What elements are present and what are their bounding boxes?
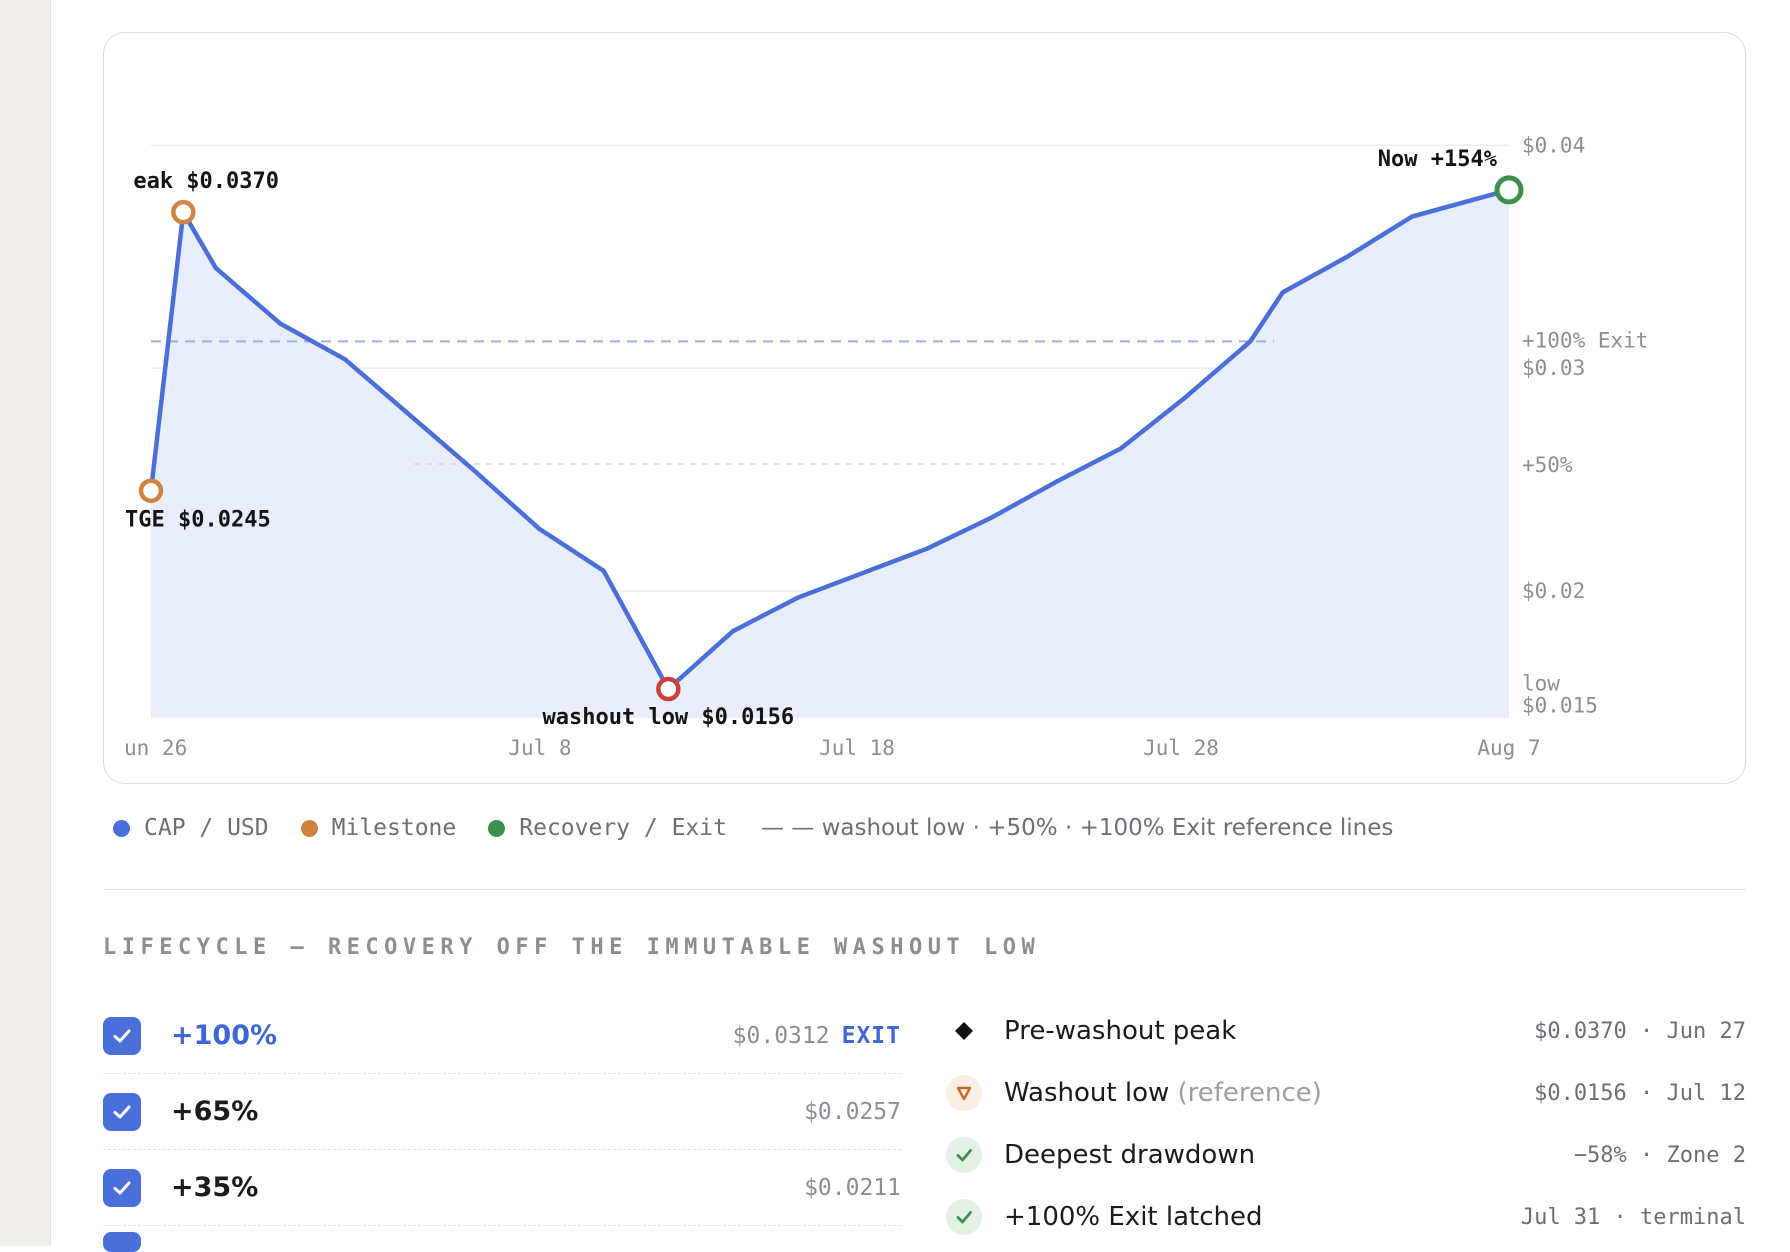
- legend-swatch: [113, 819, 130, 837]
- legend-label: CAP / USD: [144, 815, 269, 841]
- checkmark-icon: [113, 1029, 131, 1042]
- tier-row-65: +65% $0.0257: [103, 1074, 901, 1150]
- event-deepest-drawdown: Deepest drawdown −58% · Zone 2: [946, 1124, 1746, 1186]
- tier-checkbox[interactable]: [103, 1168, 141, 1207]
- y-tick-label: $0.03: [1522, 356, 1585, 380]
- annotation-label: washout low $0.0156: [542, 705, 794, 730]
- event-title: Deepest drawdown: [1004, 1140, 1256, 1170]
- reference-line-label: +100% Exit: [1522, 328, 1648, 352]
- lifecycle-events: Pre-washout peak $0.0370 · Jun 27 Washou…: [946, 1000, 1746, 1248]
- event-washout-low: Washout low (reference) $0.0156 · Jul 12: [946, 1062, 1746, 1124]
- x-tick-label: Jul 8: [508, 736, 571, 760]
- reference-line-label: +50%: [1522, 453, 1573, 477]
- tier-percent: +35%: [171, 1172, 259, 1203]
- event-meta: −58% · Zone 2: [1573, 1142, 1746, 1168]
- tier-checkbox-partial[interactable]: [103, 1232, 141, 1252]
- left-rail: [0, 0, 51, 1246]
- annotation-label: TGE $0.0245: [125, 508, 271, 533]
- tier-list: +100% $0.0312 EXIT +65% $0.0257 +35% $0.…: [103, 998, 901, 1226]
- x-tick-label: Jul 18: [819, 736, 895, 760]
- series-area: [151, 189, 1509, 718]
- chart-legend: CAP / USD Milestone Recovery / Exit — — …: [113, 812, 1393, 844]
- annotation-label: Now +154%: [1378, 147, 1498, 172]
- checkmark-icon: [113, 1181, 131, 1194]
- marker-low: [656, 676, 681, 702]
- tier-row-100: +100% $0.0312 EXIT: [103, 998, 901, 1074]
- y-tick-label: $0.04: [1522, 133, 1585, 157]
- marker-exit: [1494, 175, 1524, 205]
- check-icon: [946, 1137, 982, 1173]
- event-title-text: Washout low: [1004, 1078, 1170, 1108]
- tier-checkbox[interactable]: [103, 1092, 141, 1131]
- legend-label: Milestone: [331, 815, 457, 841]
- event-meta: $0.0370 · Jun 27: [1534, 1018, 1746, 1044]
- event-meta: Jul 31 · terminal: [1520, 1204, 1746, 1230]
- y-tick-label: $0.02: [1522, 579, 1585, 603]
- x-tick-label: Jul 28: [1143, 736, 1219, 760]
- check-icon: [946, 1199, 982, 1235]
- legend-item-cap-usd: CAP / USD: [113, 815, 269, 841]
- section-divider: [103, 889, 1746, 890]
- lifecycle-title: LIFECYCLE — RECOVERY OFF THE IMMUTABLE W…: [103, 935, 1041, 960]
- legend-reference-note: — — washout low · +50% · +100% Exit refe…: [760, 815, 1394, 841]
- diamond-icon: [946, 1013, 982, 1049]
- event-title: Pre-washout peak: [1004, 1016, 1237, 1046]
- event-note: (reference): [1177, 1078, 1322, 1108]
- exit-tag: EXIT: [841, 1022, 901, 1049]
- event-title: Washout low (reference): [1004, 1078, 1322, 1108]
- triangle-down-icon: [946, 1075, 982, 1111]
- annotation-label: eak $0.0370: [133, 169, 279, 194]
- y-tick-label-prefix: low: [1522, 671, 1560, 695]
- tier-price: $0.0312: [732, 1022, 830, 1049]
- checkmark-icon: [113, 1105, 131, 1118]
- tier-price: $0.0211: [804, 1174, 901, 1201]
- tier-percent: +100%: [171, 1020, 278, 1051]
- x-tick-label: Aug 7: [1477, 736, 1540, 760]
- legend-label: Recovery / Exit: [519, 815, 727, 841]
- legend-swatch: [488, 819, 506, 837]
- event-meta: $0.0156 · Jul 12: [1534, 1080, 1746, 1106]
- legend-item-recovery-exit: Recovery / Exit: [488, 815, 727, 841]
- event-title: +100% Exit latched: [1004, 1202, 1263, 1232]
- price-chart: $0.04 $0.03 $0.02 low$0.015 +100% Exit +50% un…: [124, 133, 1648, 760]
- x-tick-label: un 26: [124, 736, 187, 760]
- marker-milestone: [138, 478, 164, 503]
- tier-checkbox[interactable]: [103, 1016, 141, 1055]
- series-line-cap-usd: [148, 187, 1512, 692]
- legend-item-milestone: Milestone: [300, 815, 457, 841]
- marker-milestone: [171, 199, 196, 225]
- tier-price: $0.0257: [804, 1098, 901, 1125]
- y-tick-label: $0.015: [1522, 693, 1598, 717]
- legend-swatch: [300, 819, 318, 837]
- price-chart-card: $0.04 $0.03 $0.02 low $0.015 +100% Exit +50% un…: [103, 32, 1746, 784]
- tier-row-35: +35% $0.0211: [103, 1150, 901, 1226]
- tier-percent: +65%: [171, 1096, 259, 1127]
- event-exit-latched: +100% Exit latched Jul 31 · terminal: [946, 1186, 1746, 1248]
- event-pre-washout-peak: Pre-washout peak $0.0370 · Jun 27: [946, 1000, 1746, 1062]
